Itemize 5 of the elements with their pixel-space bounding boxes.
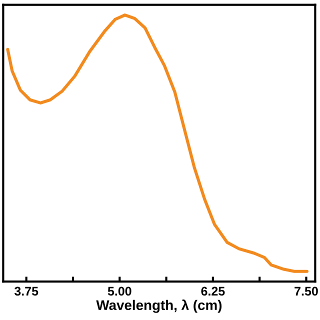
x-tick-label: 3.75 bbox=[14, 286, 38, 296]
x-tick-label: 5.00 bbox=[108, 286, 132, 296]
x-tick-label: 6.25 bbox=[201, 286, 225, 296]
x-axis-title: Wavelength, λ (cm) bbox=[96, 300, 222, 313]
x-tick-label: 7.50 bbox=[294, 286, 318, 296]
